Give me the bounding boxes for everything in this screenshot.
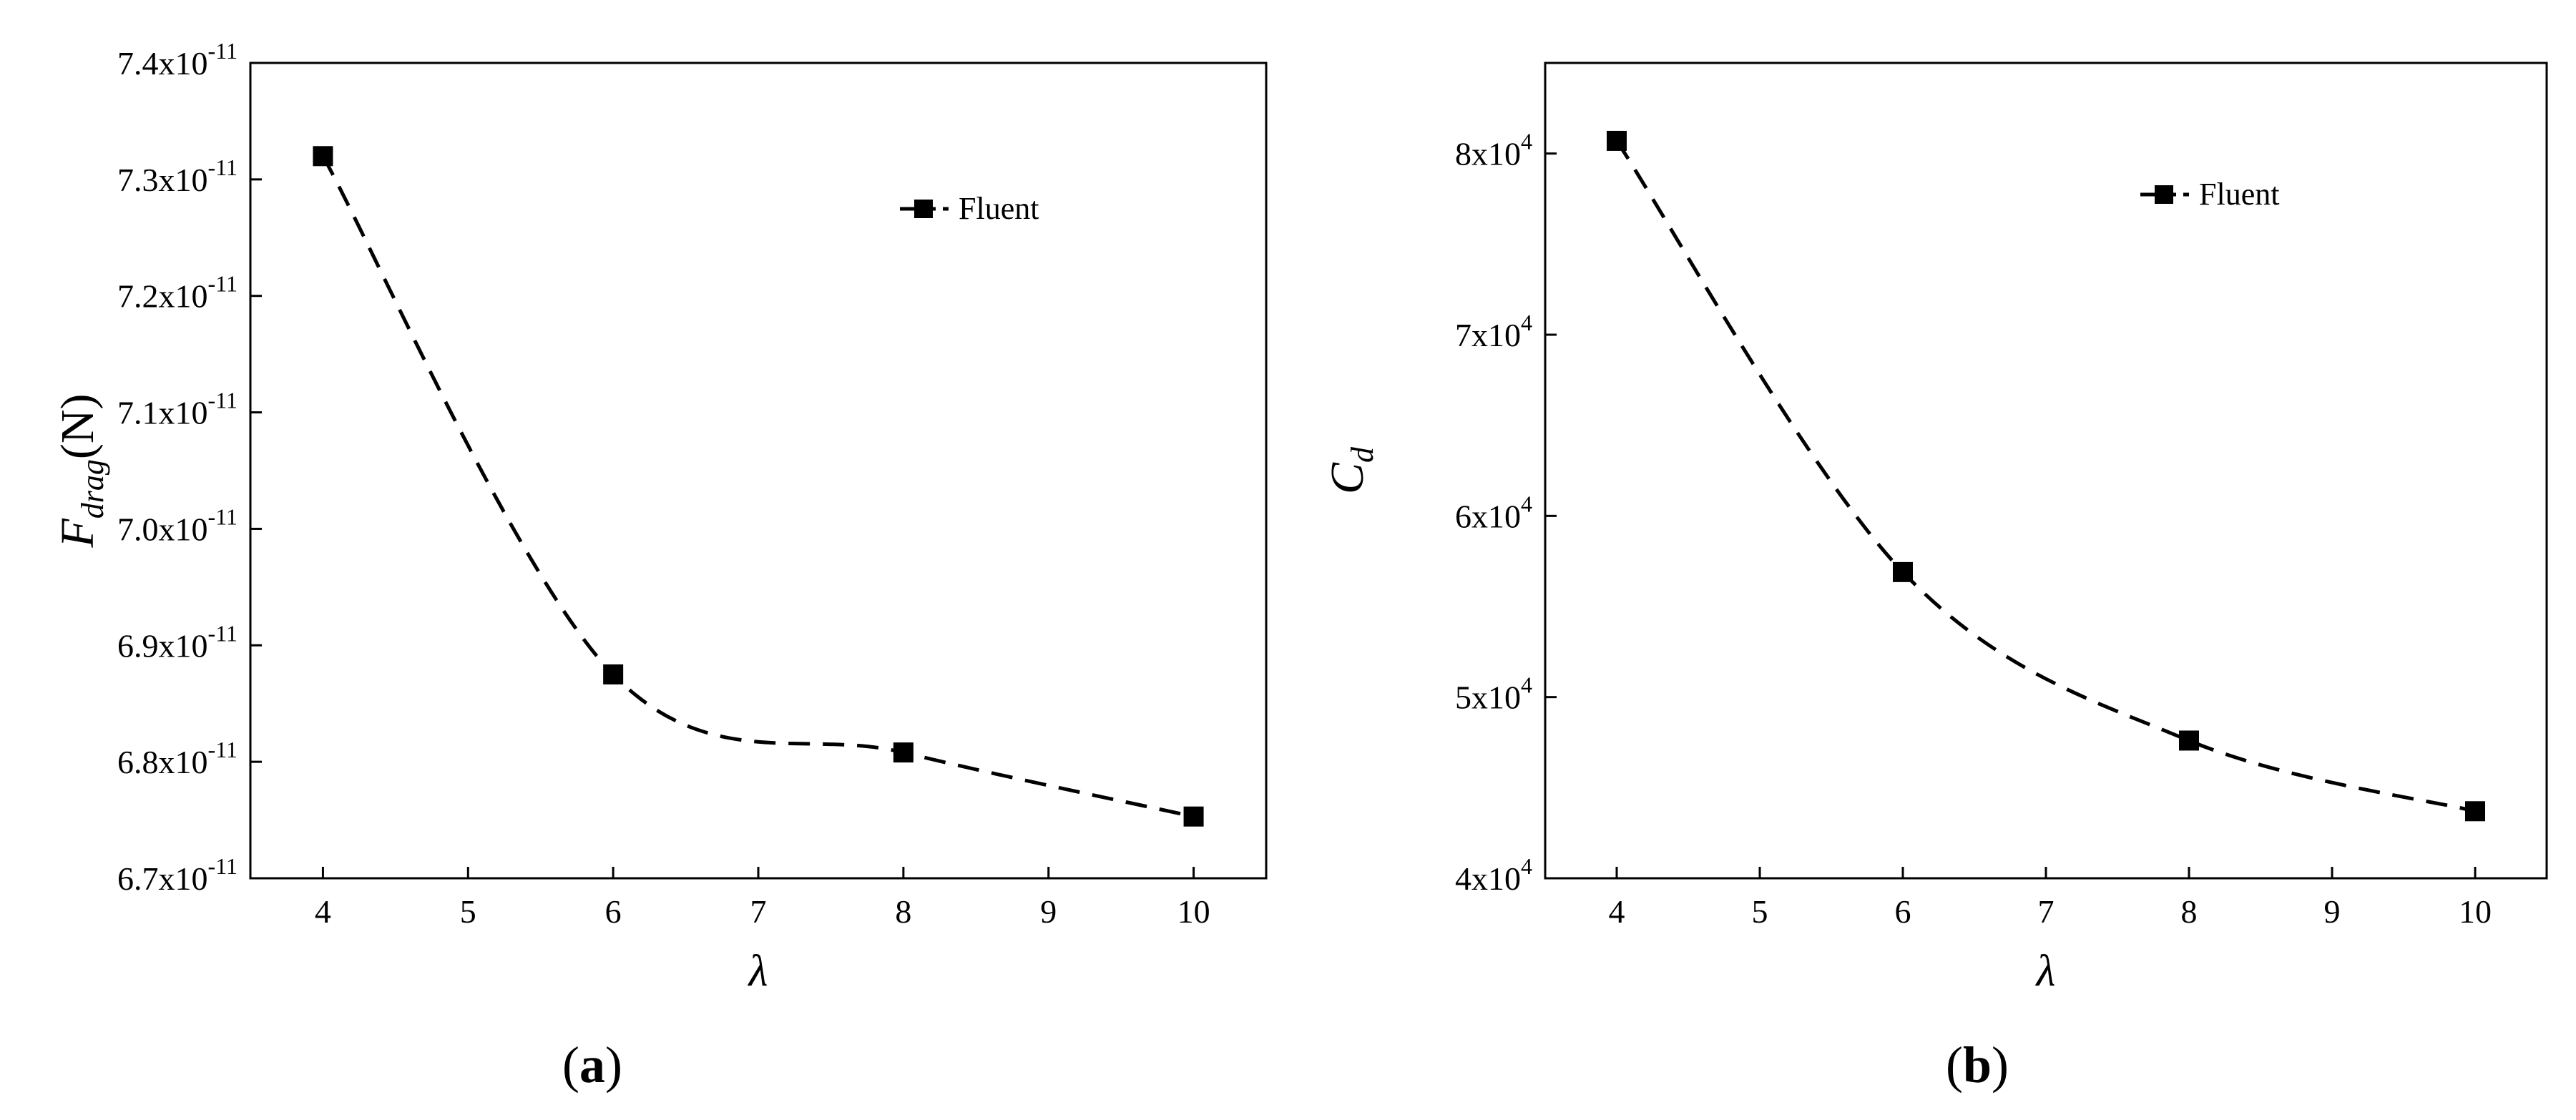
y-tick-label: 6.9x10-11 xyxy=(117,620,237,664)
series-line xyxy=(321,155,1195,819)
legend-label: Fluent xyxy=(959,191,1039,226)
x-tick-label: 8 xyxy=(895,893,911,930)
y-tick-label: 6x104 xyxy=(1455,491,1532,534)
x-tick-label: 4 xyxy=(1609,893,1625,930)
y-tick-label: 7.0x10-11 xyxy=(117,503,237,547)
caption-a-letter: a xyxy=(579,1036,605,1094)
y-tick-label: 7.4x10-11 xyxy=(117,38,237,82)
y-tick-label: 6.7x10-11 xyxy=(117,853,237,897)
x-tick-label: 5 xyxy=(460,893,476,930)
data-point xyxy=(2465,801,2485,822)
y-axis-label: Cd xyxy=(1321,446,1380,494)
x-tick-label: 10 xyxy=(1177,893,1210,930)
chart-a: 4 5 6 7 8 9 10 6.7x10-11 6.8x10-11 6.9x10-11 7.0x1… xyxy=(52,38,1268,996)
data-point xyxy=(2179,730,2199,751)
x-tick-label: 6 xyxy=(1895,893,1911,930)
y-tick-label: 7x104 xyxy=(1455,310,1532,353)
x-tick-label: 4 xyxy=(315,893,331,930)
data-point xyxy=(313,146,333,167)
x-tick-label: 7 xyxy=(2038,893,2055,930)
legend-label: Fluent xyxy=(2199,177,2279,212)
x-tick-label: 5 xyxy=(1752,893,1768,930)
legend-marker xyxy=(914,200,933,218)
y-tick-label: 4x104 xyxy=(1455,853,1532,897)
x-tick-label: 6 xyxy=(605,893,622,930)
data-point xyxy=(893,742,914,763)
x-tick-label: 8 xyxy=(2181,893,2198,930)
y-tick-label: 6.8x10-11 xyxy=(117,737,237,780)
y-axis-label: Fdrag(N) xyxy=(52,393,110,548)
caption-b-letter: b xyxy=(1962,1036,1992,1094)
x-tick-label: 7 xyxy=(750,893,767,930)
data-point xyxy=(1893,561,1913,582)
x-axis-label: λ xyxy=(748,947,768,996)
data-point xyxy=(603,664,624,684)
x-axis-label: λ xyxy=(2035,947,2056,996)
y-tick-label: 7.2x10-11 xyxy=(117,271,237,315)
y-tick-label: 8x104 xyxy=(1455,129,1532,172)
caption-b: (b) xyxy=(1946,1036,2009,1094)
x-tick-label: 10 xyxy=(2459,893,2492,930)
x-tick-label: 9 xyxy=(1040,893,1057,930)
series-line xyxy=(1615,139,2476,813)
y-tick-label: 7.3x10-11 xyxy=(117,154,237,198)
x-tick-label: 9 xyxy=(2324,893,2341,930)
chart-b: 4 5 6 7 8 9 10 4x104 5x104 6x104 7x104 8x104 λ Cd Flue… xyxy=(1321,62,2548,996)
data-point xyxy=(1183,806,1204,827)
y-tick-label: 7.1x10-11 xyxy=(117,388,237,431)
caption-a: (a) xyxy=(562,1036,622,1094)
y-tick-label: 5x104 xyxy=(1455,672,1532,716)
legend-marker xyxy=(2155,185,2173,204)
data-point xyxy=(1607,130,1627,151)
